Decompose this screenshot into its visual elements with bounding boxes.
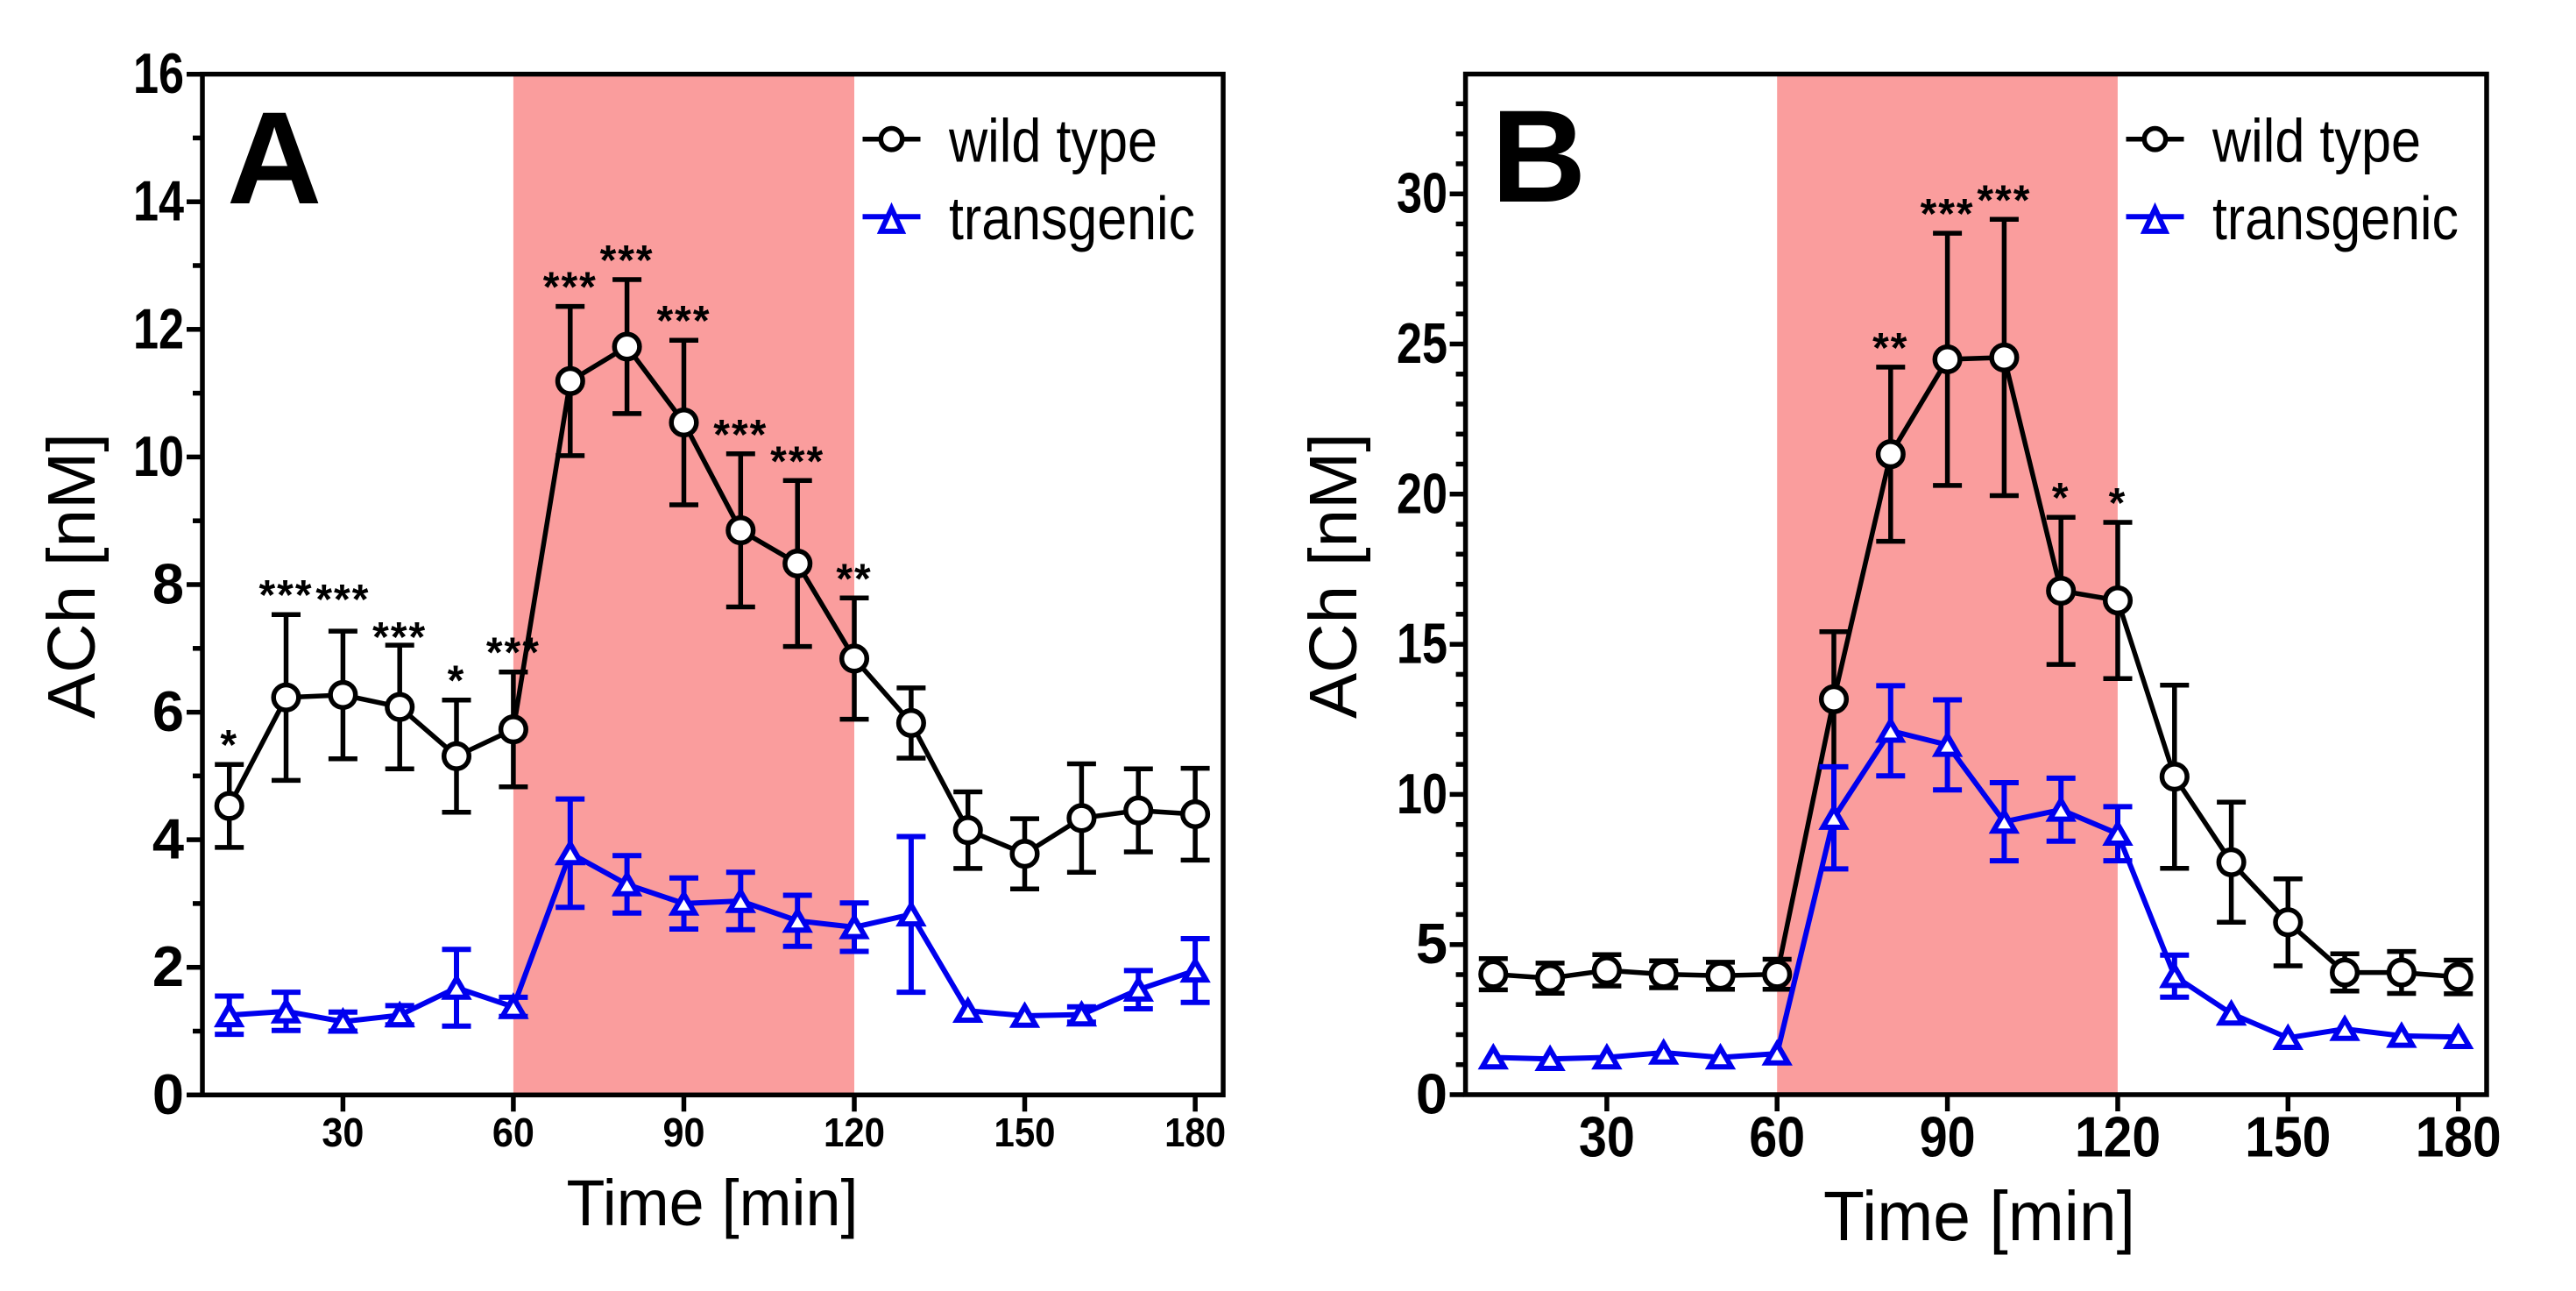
svg-text:***: *** [656,298,711,344]
svg-text:150: 150 [2245,1105,2331,1169]
svg-text:***: *** [1921,191,1975,238]
svg-text:6: 6 [152,679,184,743]
svg-text:60: 60 [492,1110,534,1155]
svg-text:*: * [448,658,466,705]
svg-text:4: 4 [152,807,184,871]
svg-text:25: 25 [1397,311,1447,375]
svg-text:180: 180 [2416,1105,2502,1169]
svg-text:90: 90 [1920,1105,1976,1169]
svg-text:15: 15 [1397,612,1447,676]
svg-text:0: 0 [1416,1062,1447,1126]
svg-text:Time [min]: Time [min] [1823,1177,2135,1255]
svg-text:***: *** [600,238,655,284]
svg-text:30: 30 [1397,161,1447,225]
svg-text:120: 120 [2075,1105,2161,1169]
svg-text:8: 8 [152,552,184,616]
svg-text:wild type: wild type [2212,107,2421,175]
svg-text:*: * [2109,480,2127,527]
svg-text:ACh [nM]: ACh [nM] [34,433,110,719]
svg-text:A: A [227,84,322,231]
svg-text:***: *** [315,577,370,623]
svg-text:150: 150 [994,1110,1056,1155]
svg-text:180: 180 [1164,1110,1226,1155]
svg-text:transgenic: transgenic [2212,184,2459,252]
svg-text:60: 60 [1749,1105,1805,1169]
svg-text:10: 10 [1397,762,1447,826]
svg-text:ACh [nM]: ACh [nM] [1296,433,1371,719]
svg-text:5: 5 [1416,912,1447,975]
svg-text:*: * [2052,475,2070,521]
svg-text:transgenic: transgenic [949,184,1195,252]
svg-text:**: ** [1872,325,1908,372]
svg-text:*: * [220,722,238,769]
svg-text:***: *** [486,630,541,677]
svg-text:12: 12 [133,296,184,360]
svg-text:16: 16 [133,41,184,105]
svg-text:***: *** [1977,177,2031,223]
svg-text:***: *** [770,438,824,485]
svg-text:Time [min]: Time [min] [567,1167,859,1239]
svg-text:***: *** [543,265,598,311]
svg-text:10: 10 [133,424,184,488]
svg-text:wild type: wild type [948,107,1157,175]
svg-text:2: 2 [152,934,184,998]
svg-text:***: *** [713,412,768,458]
svg-text:20: 20 [1397,461,1447,525]
svg-text:90: 90 [663,1110,705,1155]
svg-text:0: 0 [152,1062,184,1126]
svg-text:120: 120 [824,1110,885,1155]
svg-text:30: 30 [1579,1105,1635,1169]
svg-text:***: *** [372,614,427,661]
svg-text:B: B [1491,82,1586,230]
svg-text:14: 14 [133,169,184,233]
svg-text:**: ** [836,556,872,602]
svg-text:30: 30 [322,1110,364,1155]
svg-text:***: *** [258,572,313,619]
